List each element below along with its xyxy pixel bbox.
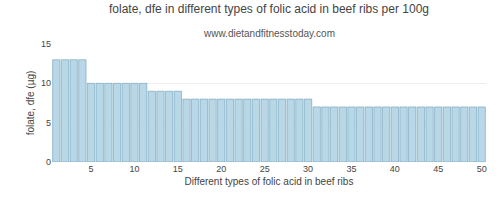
svg-text:5: 5 (46, 118, 51, 128)
svg-text:20: 20 (216, 164, 226, 174)
svg-text:www.dietandfitnesstoday.com: www.dietandfitnesstoday.com (203, 28, 335, 39)
svg-text:35: 35 (346, 164, 356, 174)
svg-text:folate, dfe (µg): folate, dfe (µg) (25, 71, 36, 136)
svg-text:15: 15 (173, 164, 183, 174)
svg-text:0: 0 (46, 157, 51, 167)
svg-text:10: 10 (41, 78, 51, 88)
svg-text:25: 25 (260, 164, 270, 174)
svg-text:Different types of folic acid: Different types of folic acid in beef ri… (185, 176, 354, 187)
svg-text:40: 40 (390, 164, 400, 174)
svg-text:30: 30 (303, 164, 313, 174)
svg-text:folate, dfe in different types: folate, dfe in different types of folic … (109, 2, 429, 16)
svg-text:45: 45 (433, 164, 443, 174)
svg-text:10: 10 (129, 164, 139, 174)
svg-text:5: 5 (89, 164, 94, 174)
svg-text:50: 50 (477, 164, 487, 174)
svg-text:15: 15 (41, 39, 51, 49)
